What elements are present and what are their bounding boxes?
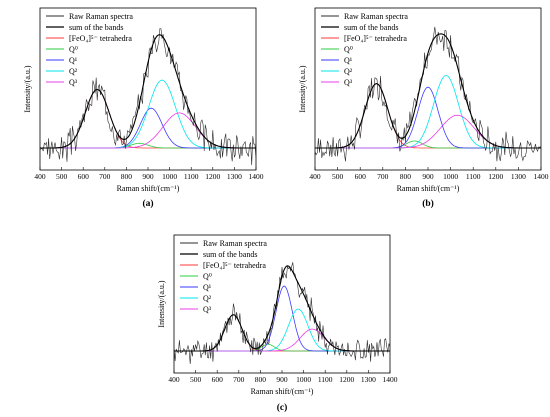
x-tick-label: 500 (190, 375, 202, 384)
legend-label-fe: [FeO₄]⁵⁻ tetrahedra (344, 34, 407, 43)
x-tick-label: 1400 (383, 375, 398, 384)
legend-label-raw: Raw Raman spectra (344, 12, 408, 21)
band-fe (315, 83, 541, 149)
x-tick-label: 1400 (534, 172, 549, 181)
x-tick-label: 800 (400, 172, 412, 181)
legend-label-q2: Q² (69, 67, 78, 76)
y-axis-label: Intensity/(a.u.) (298, 65, 307, 112)
series-raw (40, 28, 256, 166)
legend: Raw Raman spectra sum of the bands [FeO₄]⁵… (180, 239, 267, 314)
legend-label-q0: Q⁰ (203, 272, 212, 281)
legend: Raw Raman spectra sum of the bands [FeO₄]⁵… (321, 12, 408, 87)
x-tick-label: 500 (332, 172, 344, 181)
x-tick-label: 800 (121, 172, 133, 181)
x-tick-label: 1300 (511, 172, 526, 181)
y-axis-label: Intensity/(a.u.) (157, 280, 166, 327)
x-tick-label: 700 (377, 172, 389, 181)
legend-label-q3: Q³ (69, 78, 78, 87)
x-tick-label: 1200 (339, 375, 354, 384)
x-tick-label: 400 (34, 172, 46, 181)
band-fe (40, 89, 256, 149)
panel-label: (c) (277, 402, 288, 413)
x-tick-label: 600 (212, 375, 224, 384)
x-tick-label: 1000 (162, 172, 177, 181)
x-tick-label: 900 (276, 375, 288, 384)
x-axis-label: Raman shift/(cm⁻¹) (117, 184, 180, 193)
legend-label-q0: Q⁰ (69, 45, 78, 54)
x-tick-label: 400 (309, 172, 321, 181)
chart-panel-2: 400 500 600 700 800 900 1000 1100 1200 1300 1400 Ra… (157, 234, 398, 413)
legend-label-q3: Q³ (203, 305, 212, 314)
chart-panel-1: 400 500 600 700 800 900 1000 1100 1200 1300 1400 Ra… (298, 7, 549, 209)
x-tick-label: 900 (142, 172, 154, 181)
x-tick-label: 1200 (488, 172, 503, 181)
legend-label-q1: Q¹ (69, 56, 78, 65)
x-tick-label: 600 (78, 172, 90, 181)
panel-label: (a) (142, 198, 153, 209)
legend-label-sum: sum of the bands (344, 23, 398, 32)
x-tick-label: 600 (355, 172, 367, 181)
legend-label-q1: Q¹ (203, 283, 212, 292)
legend-label-fe: [FeO₄]⁵⁻ tetrahedra (69, 34, 132, 43)
legend-label-raw: Raw Raman spectra (203, 239, 267, 248)
x-tick-label: 500 (56, 172, 68, 181)
legend-label-q1: Q¹ (344, 56, 353, 65)
legend-label-sum: sum of the bands (69, 23, 123, 32)
legend-label-raw: Raw Raman spectra (69, 12, 133, 21)
x-tick-label: 1100 (184, 172, 199, 181)
plot-frame (314, 7, 542, 171)
legend-label-sum: sum of the bands (203, 250, 257, 259)
series-sum (40, 34, 256, 149)
series-sum (174, 265, 390, 352)
x-tick-label: 1300 (361, 375, 376, 384)
x-tick-label: 1100 (466, 172, 481, 181)
x-tick-label: 1300 (227, 172, 242, 181)
legend-label-q2: Q² (344, 67, 353, 76)
x-tick-label: 1200 (205, 172, 220, 181)
x-tick-label: 700 (99, 172, 111, 181)
x-tick-label: 700 (233, 375, 245, 384)
y-axis-label: Intensity/(a.u.) (23, 65, 32, 112)
x-tick-label: 900 (422, 172, 434, 181)
legend-label-q0: Q⁰ (344, 45, 353, 54)
legend: Raw Raman spectra sum of the bands [FeO₄]⁵… (46, 12, 133, 87)
x-axis-label: Raman shift/(cm⁻¹) (251, 387, 314, 396)
x-tick-label: 1000 (443, 172, 458, 181)
band-q2 (40, 79, 256, 149)
x-tick-label: 1100 (318, 375, 333, 384)
legend-label-q2: Q² (203, 294, 212, 303)
panel-label: (b) (422, 198, 434, 209)
legend-label-fe: [FeO₄]⁵⁻ tetrahedra (203, 261, 266, 270)
x-tick-label: 800 (255, 375, 267, 384)
chart-panel-0: 400 500 600 700 800 900 1000 1100 1200 1300 1400 Ra… (23, 7, 264, 209)
series-sum (315, 33, 541, 149)
band-q3 (315, 114, 541, 149)
x-tick-label: 1400 (249, 172, 264, 181)
x-axis-label: Raman shift/(cm⁻¹) (397, 184, 460, 193)
x-tick-label: 1000 (296, 375, 311, 384)
x-tick-label: 400 (168, 375, 180, 384)
legend-label-q3: Q³ (344, 78, 353, 87)
